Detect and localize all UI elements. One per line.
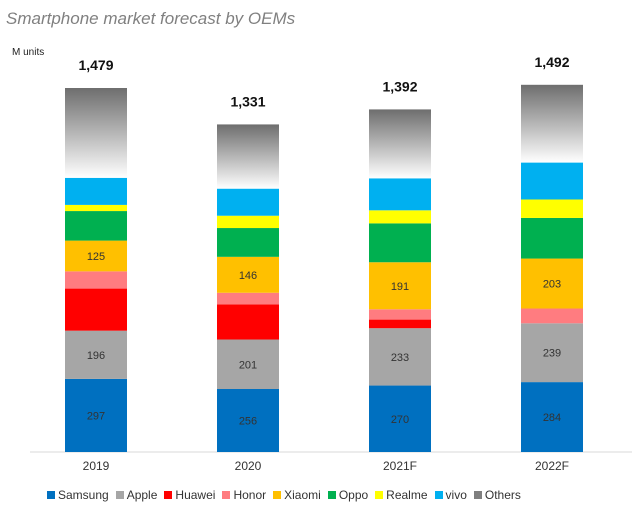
bar-segment-huawei-2019 (65, 288, 127, 331)
x-tick-label-2022f: 2022F (535, 459, 569, 473)
bar-segment-realme-2019 (65, 204, 127, 212)
bar-segment-others-2022f (521, 84, 583, 163)
legend-label-huawei: Huawei (175, 488, 216, 502)
data-label-apple-2022f: 239 (543, 348, 561, 360)
total-label-2022f: 1,492 (534, 54, 569, 70)
legend-label-samsung: Samsung (58, 488, 109, 502)
bar-segment-apple-2022f (521, 323, 583, 383)
bar-segment-samsung-2021f (369, 385, 431, 452)
legend-item-huawei: Huawei (164, 488, 215, 502)
bar-segment-honor-2019 (65, 271, 127, 289)
stacked-bar-chart: 297 196 125 1,479 2019 256 201 146 1,331 2020 270 2… (30, 54, 632, 473)
data-label-apple-2020: 201 (239, 359, 257, 371)
data-label-xiaomi-2021f: 191 (391, 281, 409, 293)
bar-segment-apple-2019 (65, 330, 127, 379)
bar-segment-honor-2022f (521, 308, 583, 324)
bar-segment-xiaomi-2020 (217, 256, 279, 293)
chart-title: Smartphone market forecast by OEMs (6, 9, 296, 28)
bar-segment-vivo-2021f (369, 178, 431, 211)
bar-segment-realme-2020 (217, 215, 279, 229)
legend-swatch-apple (115, 491, 124, 499)
legend-label-others: Others (484, 488, 521, 502)
legend-label-vivo: vivo (445, 488, 467, 502)
bar-segment-others-2021f (369, 109, 431, 179)
bar-segment-apple-2020 (217, 339, 279, 389)
bar-segment-samsung-2019 (65, 378, 127, 452)
chart-legend: Samsung Apple Huawei Honor Xiaomi Oppo Realme v… (47, 488, 528, 502)
bar-segment-xiaomi-2021f (369, 262, 431, 310)
data-label-xiaomi-2022f: 203 (543, 279, 561, 291)
data-label-samsung-2021f: 270 (391, 414, 409, 426)
legend-item-xiaomi: Xiaomi (273, 488, 321, 502)
bar-segment-honor-2021f (369, 309, 431, 320)
legend-swatch-others (473, 491, 482, 499)
legend-item-others: Others (473, 488, 521, 502)
bar-segment-vivo-2022f (521, 162, 583, 200)
bar-segment-huawei-2021f (369, 319, 431, 329)
legend-item-apple: Apple (115, 488, 158, 502)
y-axis-unit-label: M units (12, 47, 45, 58)
legend-item-realme: Realme (375, 488, 428, 502)
data-label-apple-2019: 196 (87, 350, 105, 362)
x-tick-label-2021f: 2021F (383, 459, 417, 473)
legend-item-samsung: Samsung (47, 488, 109, 502)
legend-label-apple: Apple (126, 488, 158, 502)
bar-segment-vivo-2020 (217, 188, 279, 216)
bar-segment-xiaomi-2019 (65, 240, 127, 272)
bar-segment-others-2020 (217, 124, 279, 189)
total-label-2021f: 1,392 (382, 78, 417, 94)
legend-swatch-huawei (164, 491, 173, 499)
legend-swatch-xiaomi (273, 491, 282, 499)
x-tick-label-2019: 2019 (83, 459, 110, 473)
total-label-2020: 1,331 (230, 93, 265, 109)
bar-segment-oppo-2021f (369, 223, 431, 263)
legend-label-oppo: Oppo (338, 488, 369, 502)
bar-segment-honor-2020 (217, 292, 279, 305)
legend-swatch-samsung (47, 491, 55, 499)
bar-segment-vivo-2019 (65, 177, 127, 205)
bar-segment-samsung-2020 (217, 388, 279, 452)
legend-swatch-vivo (434, 491, 443, 499)
x-tick-label-2020: 2020 (235, 459, 262, 473)
bar-segment-xiaomi-2022f (521, 258, 583, 309)
bar-segment-realme-2021f (369, 210, 431, 224)
bar-segment-huawei-2020 (217, 304, 279, 340)
data-label-xiaomi-2020: 146 (239, 270, 257, 282)
data-label-apple-2021f: 233 (391, 352, 409, 364)
legend-item-honor: Honor (222, 488, 266, 502)
data-label-samsung-2022f: 284 (543, 412, 561, 424)
bar-segment-samsung-2022f (521, 382, 583, 452)
bar-segment-apple-2021f (369, 328, 431, 386)
legend-swatch-oppo (327, 491, 336, 499)
legend-swatch-honor (222, 491, 231, 499)
bar-segment-others-2019 (65, 88, 127, 178)
legend-label-honor: Honor (233, 488, 267, 502)
data-label-samsung-2019: 297 (87, 410, 105, 422)
bar-segment-oppo-2020 (217, 228, 279, 257)
data-label-xiaomi-2019: 125 (87, 251, 105, 263)
bar-segment-realme-2022f (521, 199, 583, 218)
legend-item-oppo: Oppo (327, 488, 369, 502)
legend-swatch-realme (375, 491, 384, 499)
legend-item-vivo: vivo (434, 488, 467, 502)
data-label-samsung-2020: 256 (239, 415, 257, 427)
legend-label-realme: Realme (386, 488, 428, 502)
total-label-2019: 1,479 (78, 57, 113, 73)
bar-segment-oppo-2022f (521, 217, 583, 259)
legend-label-xiaomi: Xiaomi (284, 488, 321, 502)
bar-segment-oppo-2019 (65, 211, 127, 241)
